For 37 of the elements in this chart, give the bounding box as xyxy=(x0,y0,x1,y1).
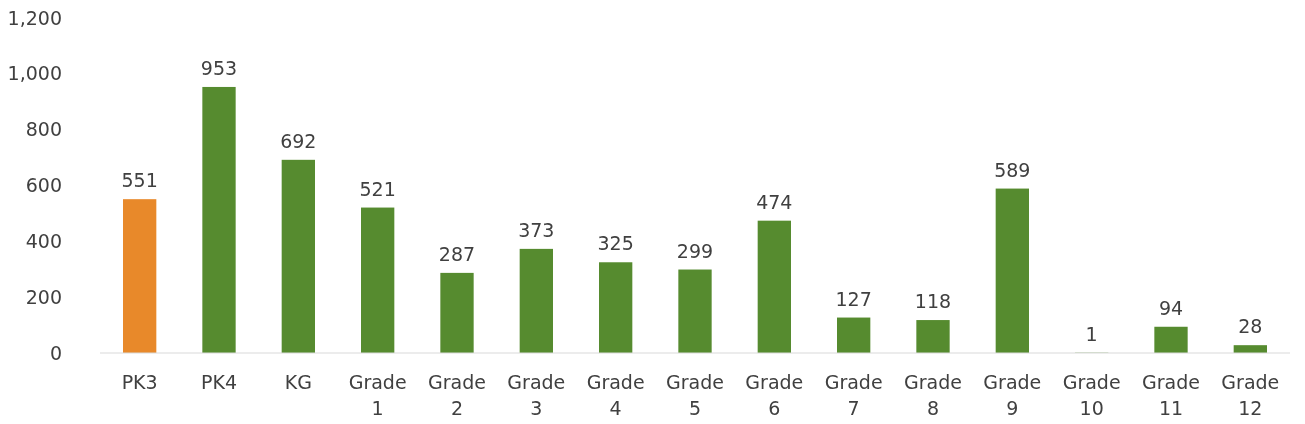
data-label: 474 xyxy=(756,190,793,213)
data-label: 118 xyxy=(914,290,952,313)
data-label: 287 xyxy=(438,242,476,265)
y-tick-label: 0 xyxy=(49,341,62,364)
x-tick-label: Grade 12 xyxy=(1221,371,1280,419)
x-tick-label: Grade 7 xyxy=(824,371,883,419)
x-tick-label: Grade 4 xyxy=(586,371,645,419)
x-tick-label: Grade 10 xyxy=(1062,371,1121,419)
x-tick-label: Grade 8 xyxy=(904,371,962,419)
data-label: 551 xyxy=(121,169,158,192)
x-tick-label: PK4 xyxy=(200,371,238,393)
data-label: 94 xyxy=(1158,296,1184,319)
x-tick-label: Grade 2 xyxy=(428,371,486,419)
y-tick-label: 600 xyxy=(25,174,62,197)
data-label: 953 xyxy=(200,56,238,79)
y-tick-label: 800 xyxy=(25,118,62,141)
x-tick-label: PK3 xyxy=(121,371,158,393)
data-label: 325 xyxy=(597,232,634,255)
x-tick-label: Grade 11 xyxy=(1142,371,1200,419)
x-tick-label: Grade 6 xyxy=(745,371,804,419)
x-tick-label: Grade 5 xyxy=(666,371,724,419)
y-tick-label: 1,200 xyxy=(7,6,62,29)
data-label: 127 xyxy=(835,287,872,310)
y-tick-label: 1,000 xyxy=(7,62,62,85)
data-label: 299 xyxy=(676,239,714,262)
x-tick-label: Grade 1 xyxy=(348,371,407,419)
y-tick-label: 400 xyxy=(25,229,62,252)
data-label: 28 xyxy=(1238,315,1263,338)
data-label: 1 xyxy=(1085,322,1098,345)
x-tick-label: KG xyxy=(284,371,312,393)
x-tick-label: Grade 9 xyxy=(983,371,1042,419)
data-label: 589 xyxy=(994,158,1031,181)
data-label: 692 xyxy=(280,129,317,152)
data-label: 373 xyxy=(518,218,555,241)
data-label: 521 xyxy=(359,177,396,200)
x-tick-label: Grade 3 xyxy=(507,371,566,419)
y-tick-label: 200 xyxy=(25,285,62,308)
